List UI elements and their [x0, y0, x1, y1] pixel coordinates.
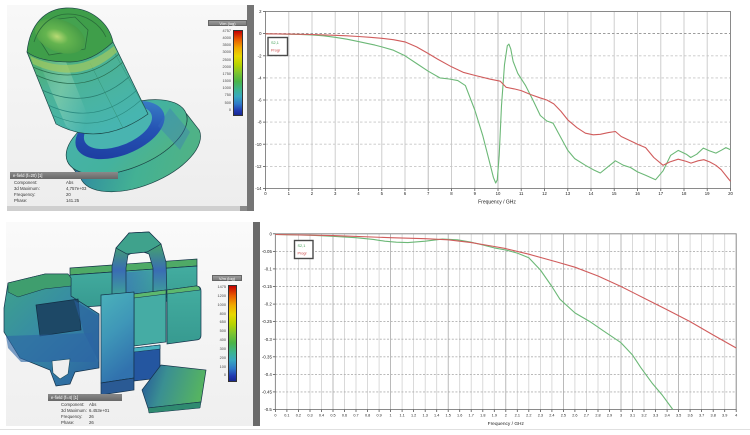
svg-text:2.3: 2.3 — [538, 413, 543, 417]
svg-text:15: 15 — [612, 191, 617, 196]
svg-text:-0.35: -0.35 — [262, 354, 273, 359]
svg-text:10: 10 — [496, 191, 501, 196]
svg-text:13: 13 — [565, 191, 570, 196]
svg-text:S2,1: S2,1 — [298, 244, 306, 248]
svg-text:2.4: 2.4 — [549, 413, 554, 417]
svg-text:8: 8 — [450, 191, 453, 196]
svg-text:-6: -6 — [258, 98, 262, 103]
svg-text:0.3: 0.3 — [307, 413, 312, 417]
svg-text:6: 6 — [404, 191, 407, 196]
svg-text:2.8: 2.8 — [595, 413, 600, 417]
svg-text:-0.2: -0.2 — [264, 302, 272, 307]
svg-text:4: 4 — [735, 413, 737, 417]
svg-text:0.2: 0.2 — [296, 413, 301, 417]
svg-text:1.1: 1.1 — [399, 413, 404, 417]
svg-text:11: 11 — [519, 191, 524, 196]
svg-text:0.8: 0.8 — [365, 413, 370, 417]
svg-text:1.3: 1.3 — [423, 413, 428, 417]
svg-text:-0.45: -0.45 — [262, 390, 273, 395]
svg-text:2: 2 — [505, 413, 507, 417]
svg-text:1.8: 1.8 — [480, 413, 485, 417]
svg-text:-0.1: -0.1 — [264, 267, 272, 272]
svg-text:-0.15: -0.15 — [262, 284, 273, 289]
svg-text:Progr: Progr — [271, 49, 281, 53]
svg-text:17: 17 — [658, 191, 663, 196]
svg-text:0: 0 — [264, 191, 267, 196]
svg-text:12: 12 — [542, 191, 547, 196]
svg-text:3.7: 3.7 — [699, 413, 704, 417]
svg-text:16: 16 — [635, 191, 640, 196]
svg-text:0: 0 — [259, 31, 262, 36]
svg-text:2: 2 — [311, 191, 314, 196]
svg-text:20: 20 — [728, 191, 733, 196]
svg-text:18: 18 — [682, 191, 687, 196]
svg-text:Frequency / GHz: Frequency / GHz — [488, 421, 525, 427]
svg-text:1.6: 1.6 — [457, 413, 462, 417]
svg-text:0.4: 0.4 — [319, 413, 324, 417]
svg-text:2.7: 2.7 — [584, 413, 589, 417]
svg-text:3.1: 3.1 — [630, 413, 635, 417]
svg-text:3.6: 3.6 — [687, 413, 692, 417]
svg-text:14: 14 — [589, 191, 594, 196]
svg-text:-10: -10 — [255, 142, 262, 147]
svg-text:2.6: 2.6 — [572, 413, 577, 417]
svg-text:9: 9 — [474, 191, 477, 196]
svg-text:1.4: 1.4 — [434, 413, 439, 417]
svg-text:1.2: 1.2 — [411, 413, 416, 417]
svg-text:3.2: 3.2 — [641, 413, 646, 417]
svg-text:-8: -8 — [258, 120, 262, 125]
svg-text:-2: -2 — [258, 53, 262, 58]
svg-text:-0.4: -0.4 — [264, 372, 272, 377]
svg-text:-14: -14 — [255, 186, 262, 191]
svg-text:3.9: 3.9 — [722, 413, 727, 417]
svg-text:-0.05: -0.05 — [262, 249, 273, 254]
svg-text:3.3: 3.3 — [653, 413, 658, 417]
svg-text:0.1: 0.1 — [284, 413, 289, 417]
svg-text:3.8: 3.8 — [711, 413, 716, 417]
svg-text:1.7: 1.7 — [469, 413, 474, 417]
svg-text:-12: -12 — [255, 164, 262, 169]
svg-text:-4: -4 — [258, 76, 262, 81]
svg-text:-0.5: -0.5 — [264, 407, 272, 412]
svg-text:1.5: 1.5 — [446, 413, 451, 417]
svg-text:2.2: 2.2 — [526, 413, 531, 417]
svg-text:0.6: 0.6 — [342, 413, 347, 417]
svg-text:2: 2 — [259, 9, 262, 14]
svg-text:1.9: 1.9 — [492, 413, 497, 417]
svg-text:0.5: 0.5 — [330, 413, 335, 417]
svg-text:3: 3 — [334, 191, 337, 196]
svg-text:Progr: Progr — [298, 252, 308, 256]
svg-text:4: 4 — [357, 191, 360, 196]
svg-text:1: 1 — [390, 413, 392, 417]
svg-text:7: 7 — [427, 191, 430, 196]
svg-text:3.5: 3.5 — [676, 413, 681, 417]
svg-text:0.9: 0.9 — [376, 413, 381, 417]
svg-text:-0.3: -0.3 — [264, 337, 272, 342]
svg-text:3.4: 3.4 — [664, 413, 669, 417]
svg-text:5: 5 — [381, 191, 384, 196]
svg-text:S2,1: S2,1 — [271, 41, 279, 45]
svg-text:0.7: 0.7 — [353, 413, 358, 417]
svg-text:2.5: 2.5 — [561, 413, 566, 417]
svg-text:2.9: 2.9 — [607, 413, 612, 417]
svg-text:19: 19 — [705, 191, 710, 196]
svg-text:-0.25: -0.25 — [262, 319, 273, 324]
svg-text:Frequency / GHz: Frequency / GHz — [478, 200, 516, 206]
svg-text:2.1: 2.1 — [515, 413, 520, 417]
svg-text:3: 3 — [620, 413, 622, 417]
svg-text:1: 1 — [288, 191, 291, 196]
svg-text:0: 0 — [269, 231, 272, 236]
svg-text:0: 0 — [274, 413, 276, 417]
